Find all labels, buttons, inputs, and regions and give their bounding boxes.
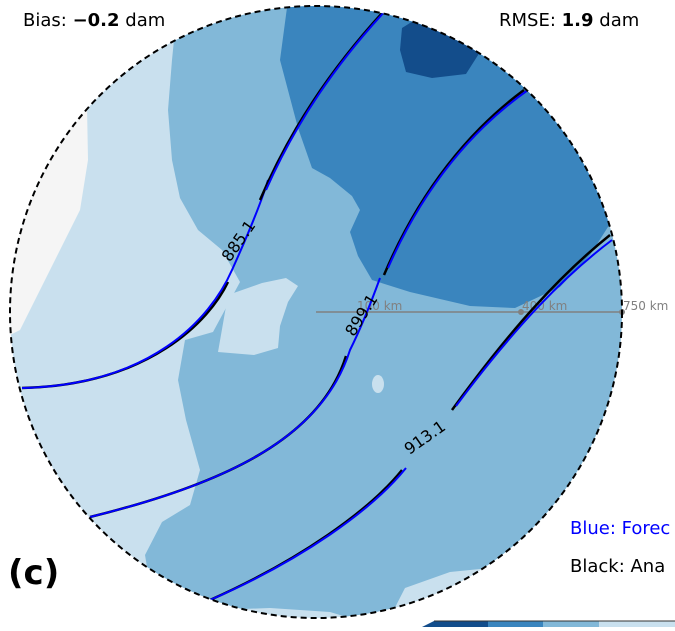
colorbar-fragment xyxy=(422,620,675,627)
bias-stat: Bias: −0.2 dam xyxy=(23,10,165,31)
rmse-label: RMSE: xyxy=(499,10,556,31)
contour-913-forecast-lower xyxy=(209,467,407,601)
panel-label: (c) xyxy=(8,553,60,593)
contour-913-analysis-upper xyxy=(450,234,611,411)
contour-885-forecast-upper xyxy=(265,9,387,191)
colorbar-light xyxy=(599,621,675,627)
contour-899-forecast-upper xyxy=(387,89,529,269)
fill-light-patch xyxy=(218,278,298,355)
contour-913-forecast-upper xyxy=(455,239,613,407)
legend-forecast: Blue: Forec xyxy=(570,518,671,539)
rmse-stat: RMSE: 1.9 dam xyxy=(499,10,639,31)
rmse-value: 1.9 xyxy=(561,10,594,31)
colorbar-dark xyxy=(488,621,543,627)
bias-unit: dam xyxy=(125,10,166,31)
contour-lines xyxy=(21,9,613,602)
legend-analysis: Black: Ana xyxy=(570,556,666,577)
range-label-750: 750 km xyxy=(623,299,668,313)
contour-899-forecast-lower xyxy=(89,277,381,518)
range-marker-400 xyxy=(518,309,524,315)
colorbar-darkest xyxy=(422,621,488,627)
bias-value: −0.2 xyxy=(72,10,120,31)
bias-label: Bias: xyxy=(23,10,67,31)
contour-885-forecast-lower xyxy=(21,179,269,389)
rmse-unit: dam xyxy=(599,10,640,31)
fill-light-dot xyxy=(372,375,384,393)
domain-boundary xyxy=(9,5,623,619)
fill-darkest-region xyxy=(400,18,480,78)
colorbar-mid xyxy=(543,621,599,627)
